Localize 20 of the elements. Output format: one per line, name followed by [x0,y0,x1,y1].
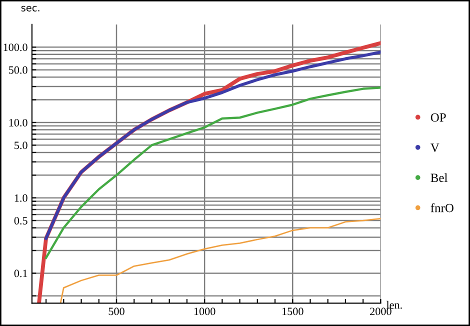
y-tick-label: 0.5 [14,216,28,225]
y-tick-label: 5.0 [14,142,28,150]
legend-label: OP [430,113,446,122]
legend-label: V [430,144,440,152]
x-tick-label: 500 [108,308,124,316]
x-axis-title: len. [386,300,402,309]
y-tick-label: 0.1 [14,270,28,278]
legend-label: Bel [430,173,448,182]
line-series [60,218,381,304]
legend-label: fnrO [430,203,454,212]
line-series [44,86,381,259]
x-tick-label: 1000 [194,308,216,316]
x-tick-label: 2000 [370,308,392,316]
y-tick-label: 10.0 [9,118,28,126]
y-tick-label: 50.0 [8,66,28,74]
y-tick-label: 100.0 [4,44,28,52]
y-axis-title: sec. [21,6,40,12]
line-series [44,50,381,240]
x-tick-label: 1500 [282,308,304,316]
y-tick-label: 1.0 [14,194,28,202]
